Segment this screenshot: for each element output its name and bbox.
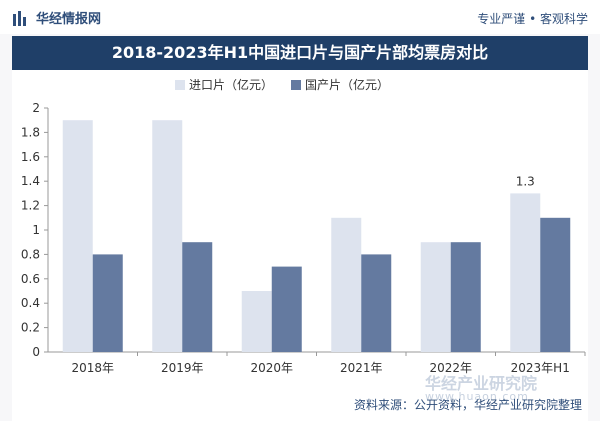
y-tick-label: 0.6 (21, 272, 40, 286)
x-tick-label: 2023年H1 (511, 361, 570, 375)
bar-imported (420, 242, 451, 352)
watermark-url: www.huaon.com (425, 390, 529, 403)
y-tick-label: 2 (32, 101, 40, 115)
y-tick-label: 1.6 (21, 150, 40, 164)
bar-domestic (182, 242, 213, 352)
y-tick-label: 0.4 (21, 296, 40, 310)
top-bar: 华经情报网 专业严谨 • 客观科学 (0, 0, 600, 34)
x-tick-label: 2021年 (340, 361, 383, 375)
chart-legend: 进口片（亿元） 国产片（亿元） (175, 76, 389, 93)
brand-logo-icon (13, 10, 26, 26)
legend-swatch-domestic (291, 79, 302, 90)
x-tick-label: 2019年 (161, 361, 204, 375)
y-tick-label: 0.8 (21, 247, 40, 261)
bar-domestic (271, 266, 302, 352)
legend-label-imported: 进口片（亿元） (189, 78, 274, 92)
data-label: 1.3 (516, 174, 535, 188)
brand-name: 华经情报网 (36, 12, 102, 27)
source-note: 资料来源：公开资料，华经产业研究院整理 (353, 398, 582, 412)
watermark-text: 华经产业研究院 (425, 374, 538, 393)
legend-item-domestic: 国产片（亿元） (291, 76, 389, 93)
y-tick-label: 1.2 (21, 199, 40, 213)
chart-title: 2018-2023年H1中国进口片与国产片部均票房对比 (12, 36, 588, 70)
y-tick-label: 0.2 (21, 321, 40, 335)
bar-domestic (450, 242, 481, 352)
y-tick-label: 1 (32, 223, 40, 237)
y-tick-label: 0 (32, 345, 40, 359)
brand: 华经情报网 (12, 8, 101, 27)
x-tick-label: 2018年 (71, 361, 114, 375)
legend-label-domestic: 国产片（亿元） (305, 78, 390, 92)
bar-imported (331, 217, 362, 352)
legend-swatch-imported (175, 79, 185, 90)
bar-domestic (361, 254, 392, 352)
bar-imported (241, 291, 272, 352)
bar-imported (62, 120, 93, 352)
bar-imported (510, 193, 541, 352)
bar-imported (152, 120, 183, 352)
slogan: 专业严谨 • 客观科学 (477, 12, 588, 26)
y-tick-label: 1.8 (21, 125, 40, 139)
legend-item-imported: 进口片（亿元） (175, 76, 273, 93)
y-tick-label: 1.4 (21, 174, 40, 188)
bar-domestic (92, 254, 123, 352)
x-tick-label: 2020年 (250, 361, 293, 375)
x-tick-label: 2022年 (429, 361, 472, 375)
chart-panel (12, 70, 588, 421)
bar-domestic (540, 217, 571, 352)
